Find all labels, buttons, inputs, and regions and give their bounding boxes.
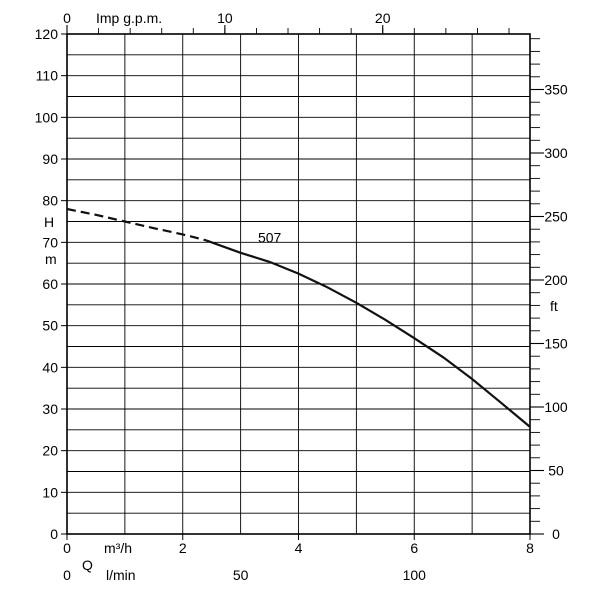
left-axis-tick-label: 50 <box>42 318 58 334</box>
left-axis-tick-label: 0 <box>50 526 58 542</box>
top-axis-tick-label: 0 <box>63 10 71 26</box>
q-symbol-label: Q <box>82 557 93 573</box>
lmin-tick-label: 100 <box>403 567 427 583</box>
right-axis-tick-label: 350 <box>544 82 568 98</box>
left-unit-m-label: m <box>45 251 57 267</box>
left-axis-tick-label: 30 <box>42 401 58 417</box>
series-group: 507 <box>66 207 531 428</box>
left-axis-tick-label: 90 <box>42 151 58 167</box>
right-axis-tick-label: 0 <box>552 526 560 542</box>
left-axis-tick-label: 120 <box>35 26 59 42</box>
curve-507-label: 507 <box>258 229 282 245</box>
left-unit-h-label: H <box>44 214 54 230</box>
right-unit-ft-label: ft <box>550 298 558 314</box>
axes <box>61 25 544 540</box>
bottom-axis-tick-label: 0 <box>63 540 71 556</box>
bottom-axis-tick-label: 8 <box>526 540 534 556</box>
right-axis-tick-label: 250 <box>544 209 568 225</box>
right-axis-tick-label: 150 <box>544 336 568 352</box>
bottom-axis-tick-label: 2 <box>179 540 187 556</box>
left-axis-tick-label: 80 <box>42 193 58 209</box>
bottom-axis-tick-label: 6 <box>410 540 418 556</box>
tick-labels: 0102030405060708090100110120050100150200… <box>35 10 568 583</box>
left-axis-tick-label: 110 <box>36 68 59 84</box>
m3h-unit-label: m³/h <box>104 540 132 556</box>
left-axis-tick-label: 10 <box>42 484 58 500</box>
curve-507-solid-segment <box>205 239 531 428</box>
lmin-tick-label: 50 <box>233 567 249 583</box>
right-axis-tick-label: 100 <box>544 399 568 415</box>
bottom-axis-tick-label: 4 <box>295 540 303 556</box>
right-axis-tick-label: 300 <box>544 145 568 161</box>
right-axis-tick-label: 50 <box>548 463 564 479</box>
top-unit-label: Imp g.p.m. <box>96 10 162 26</box>
left-axis-tick-label: 100 <box>35 109 59 125</box>
left-axis-tick-label: 20 <box>42 443 58 459</box>
left-axis-tick-label: 70 <box>42 234 58 250</box>
left-axis-tick-label: 60 <box>42 276 58 292</box>
lmin-tick-label: 0 <box>63 567 71 583</box>
top-axis-tick-label: 20 <box>375 10 391 26</box>
right-axis-tick-label: 200 <box>544 272 568 288</box>
curve-507-dashed-segment <box>66 207 207 242</box>
left-axis-tick-label: 40 <box>42 359 58 375</box>
lmin-unit-label: l/min <box>106 567 136 583</box>
top-axis-tick-label: 10 <box>217 10 233 26</box>
grid-lines <box>67 34 530 534</box>
